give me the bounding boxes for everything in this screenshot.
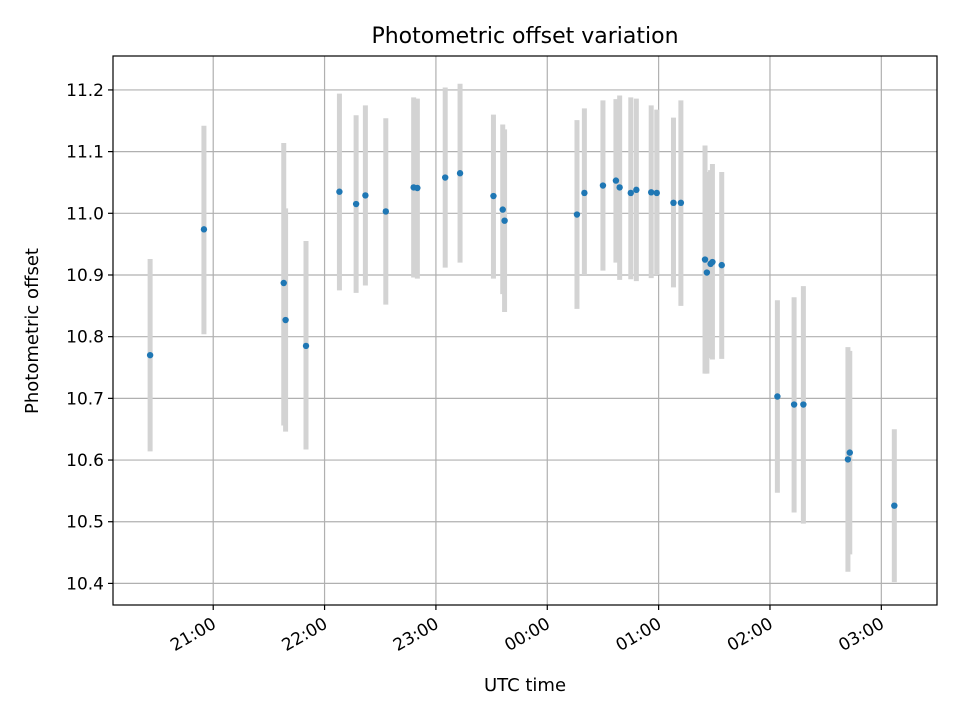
data-point xyxy=(653,189,660,197)
y-axis-label: Photometric offset xyxy=(22,248,43,414)
data-point xyxy=(382,208,390,215)
data-point xyxy=(441,174,449,181)
chart-title: Photometric offset variation xyxy=(371,24,678,49)
data-point xyxy=(844,456,852,463)
y-tick-label: 10.7 xyxy=(66,389,104,409)
data-point xyxy=(627,189,634,197)
data-point xyxy=(633,186,640,194)
data-point xyxy=(581,189,588,197)
data-point xyxy=(670,199,677,207)
plot-frame xyxy=(112,55,938,606)
data-point xyxy=(490,192,497,200)
data-point xyxy=(280,279,287,287)
y-tick-label: 11.2 xyxy=(66,81,104,101)
y-tick-label: 11.1 xyxy=(66,143,104,163)
y-tick-label: 10.5 xyxy=(66,513,104,533)
data-point xyxy=(456,170,464,177)
data-point xyxy=(846,449,853,456)
data-point xyxy=(414,184,421,192)
data-point xyxy=(647,189,655,196)
y-axis-ticks: 10.4 10.5 10.6 10.7 10.8 10.9 11.0 11.1 11.2 xyxy=(66,81,113,594)
data-point xyxy=(891,502,898,509)
data-point xyxy=(573,211,581,218)
grid xyxy=(113,56,937,605)
y-tick-label: 10.8 xyxy=(66,328,104,348)
data-point xyxy=(282,316,289,324)
data-point xyxy=(499,206,506,213)
y-tick-label: 10.6 xyxy=(66,451,104,471)
data-point xyxy=(709,258,716,266)
data-point xyxy=(616,184,623,191)
data-points xyxy=(146,170,898,509)
data-point xyxy=(718,261,725,269)
y-tick-label: 10.9 xyxy=(66,266,104,286)
data-point xyxy=(146,351,154,359)
y-tick-label: 10.4 xyxy=(66,574,104,594)
data-point xyxy=(599,182,607,189)
data-point xyxy=(302,342,310,350)
data-point xyxy=(701,256,709,263)
data-point xyxy=(800,401,807,408)
data-point xyxy=(774,393,781,400)
data-point xyxy=(790,401,798,408)
data-point xyxy=(703,269,711,276)
data-point xyxy=(336,188,343,195)
data-point xyxy=(677,199,685,207)
x-axis-label: UTC time xyxy=(484,675,566,696)
data-point xyxy=(352,200,360,208)
y-tick-label: 11.0 xyxy=(66,204,104,224)
data-point xyxy=(501,217,508,224)
data-point xyxy=(362,192,369,199)
data-point xyxy=(200,226,208,233)
data-point xyxy=(612,177,620,184)
